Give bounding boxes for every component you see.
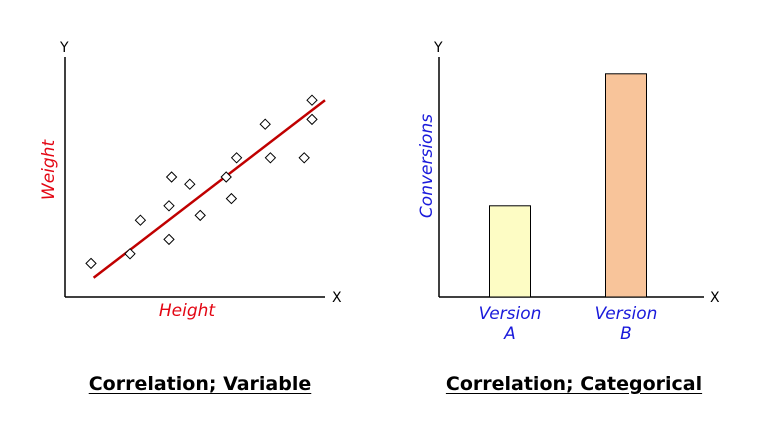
scatter-marks [85,94,326,279]
category-label: Version [595,304,658,324]
scatter-point [225,192,238,205]
scatter-y-title: Weight [39,139,59,201]
caption-categorical: Correlation; Categorical [445,373,703,395]
scatter-point [163,200,175,212]
category-label: A [503,324,516,344]
category-label: Version [479,304,542,324]
scatter-point [194,209,206,222]
bar-b [605,73,647,298]
scatter-point [230,152,243,164]
bar-y-title: Conversions [417,114,437,218]
scatter-point [264,152,277,164]
bar-x-letter: X [710,290,720,306]
scatter-x-letter: X [332,290,342,306]
scatter-point [184,178,196,190]
scatter-point [259,118,271,130]
scatter-point [298,152,310,164]
scatter-point [134,214,147,226]
scatter-y-letter: Y [59,40,69,56]
bar-y-letter: Y [433,40,443,56]
caption-variable: Correlation; Variable [88,373,312,395]
bar-a [489,205,531,298]
scatter-point [124,248,136,260]
scatter-point [306,94,318,106]
scatter-point [220,171,232,183]
scatter-chart: Y X Weight Height [39,40,342,321]
trend-line [92,99,326,279]
scatter-point [165,171,178,183]
scatter-point [163,233,175,246]
scatter-x-title: Height [159,301,217,321]
scatter-point [85,257,97,270]
scatter-point [306,113,318,126]
category-label: B [620,324,632,344]
